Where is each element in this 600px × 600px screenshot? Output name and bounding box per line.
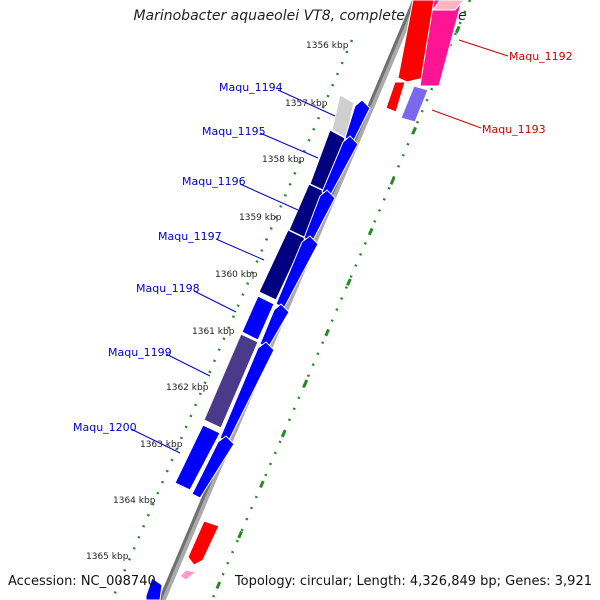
gene-arrow[interactable] bbox=[275, 235, 319, 309]
gene-labels-blue: Maqu_1194 Maqu_1195 Maqu_1196 Maqu_1197 … bbox=[73, 81, 283, 434]
gene-maqu-1198[interactable] bbox=[241, 295, 275, 341]
genome-summary-text: Topology: circular; Length: 4,326,849 bp… bbox=[234, 574, 592, 589]
gene-label-maqu-1195[interactable]: Maqu_1195 bbox=[202, 125, 266, 138]
gene-arrow[interactable] bbox=[145, 577, 163, 600]
gene-labels-red: Maqu_1192 Maqu_1193 bbox=[482, 50, 573, 136]
gene-arrow[interactable] bbox=[259, 303, 290, 349]
kbp-label: 1357 kbp bbox=[285, 99, 328, 109]
gene-maqu-1193[interactable] bbox=[400, 85, 429, 123]
accession-text: Accession: NC_008740 bbox=[8, 574, 156, 589]
kbp-label: 1363 kbp bbox=[140, 440, 183, 450]
gene-arrow[interactable] bbox=[219, 341, 275, 443]
gene-label-maqu-1200[interactable]: Maqu_1200 bbox=[73, 421, 137, 434]
kbp-labels: 1356 kbp 1357 kbp 1358 kbp 1359 kbp 1360… bbox=[86, 41, 349, 562]
kbp-label: 1362 kbp bbox=[166, 383, 209, 393]
gene-label-maqu-1199[interactable]: Maqu_1199 bbox=[108, 346, 172, 359]
genome-backbone bbox=[158, 0, 420, 600]
outer-tick-track bbox=[110, 39, 354, 600]
gene-segment[interactable] bbox=[187, 520, 220, 566]
gene-arrow[interactable] bbox=[191, 435, 235, 499]
reverse-strand-genes bbox=[179, 0, 465, 581]
gene-segment[interactable] bbox=[432, 0, 465, 11]
gene-label-maqu-1193[interactable]: Maqu_1193 bbox=[482, 123, 546, 136]
gene-leaders-red bbox=[431, 39, 509, 129]
gene-label-maqu-1194[interactable]: Maqu_1194 bbox=[219, 81, 283, 94]
gene-label-maqu-1192[interactable]: Maqu_1192 bbox=[509, 50, 573, 63]
gene-label-maqu-1196[interactable]: Maqu_1196 bbox=[182, 175, 246, 188]
gene-arrow[interactable] bbox=[303, 189, 336, 243]
gene-label-maqu-1197[interactable]: Maqu_1197 bbox=[158, 230, 222, 243]
kbp-label: 1358 kbp bbox=[262, 155, 305, 165]
kbp-label: 1365 kbp bbox=[86, 552, 129, 562]
gene-segment[interactable] bbox=[179, 569, 198, 581]
kbp-label: 1359 kbp bbox=[239, 213, 282, 223]
gene-maqu-1200[interactable] bbox=[174, 424, 221, 491]
gene-label-maqu-1198[interactable]: Maqu_1198 bbox=[136, 282, 200, 295]
forward-strand-genes-inner bbox=[145, 99, 371, 600]
gene-maqu-1199[interactable] bbox=[203, 333, 259, 429]
kbp-label: 1360 kbp bbox=[215, 270, 258, 280]
inner-tick-track bbox=[210, 0, 472, 600]
kbp-label: 1364 kbp bbox=[113, 496, 156, 506]
gene-maqu-1192-b[interactable] bbox=[419, 0, 463, 87]
gene-leaders-blue bbox=[130, 89, 336, 454]
map-title: Marinobacter aquaeolei VT8, complete gen… bbox=[133, 8, 467, 24]
forward-strand-genes bbox=[174, 94, 355, 491]
kbp-label: 1356 kbp bbox=[306, 41, 349, 51]
gene-arrow[interactable] bbox=[321, 135, 359, 197]
gene-maqu-1197[interactable] bbox=[258, 229, 306, 301]
gene-segment[interactable] bbox=[385, 81, 406, 113]
gene-arrow[interactable] bbox=[344, 99, 371, 143]
kbp-label: 1361 kbp bbox=[192, 327, 235, 337]
